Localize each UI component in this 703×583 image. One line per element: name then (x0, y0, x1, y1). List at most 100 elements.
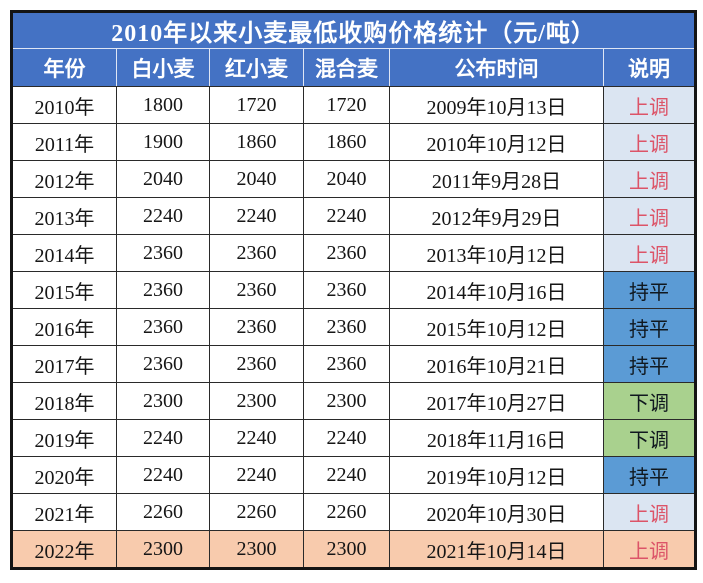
mixed-wheat-cell: 2360 (303, 308, 390, 346)
red-wheat-cell: 2240 (209, 197, 304, 235)
white-wheat-cell: 1800 (116, 86, 210, 124)
year-cell: 2015年 (11, 271, 117, 309)
table-title-row: 2010年以来小麦最低收购价格统计（元/吨） (10, 11, 697, 49)
wheat-price-table: 2010年以来小麦最低收购价格统计（元/吨） 年份 白小麦 红小麦 混合麦 公布… (10, 10, 698, 570)
table-row: 2019年 2240 2240 2240 2018年11月16日 下调 (11, 419, 697, 457)
red-wheat-cell: 2360 (209, 271, 304, 309)
header-note: 说明 (602, 48, 697, 87)
publish-date-cell: 2017年10月27日 (389, 382, 604, 420)
status-cell: 上调 (602, 493, 697, 531)
mixed-wheat-cell: 2240 (303, 197, 390, 235)
table-row: 2014年 2360 2360 2360 2013年10月12日 上调 (11, 234, 697, 272)
mixed-wheat-cell: 2360 (303, 345, 390, 383)
table-row: 2010年 1800 1720 1720 2009年10月13日 上调 (11, 86, 697, 124)
mixed-wheat-cell: 1860 (303, 123, 390, 161)
red-wheat-cell: 1720 (209, 86, 304, 124)
status-cell: 上调 (602, 197, 697, 235)
white-wheat-cell: 2240 (116, 419, 210, 457)
publish-date-cell: 2012年9月29日 (389, 197, 604, 235)
year-cell: 2011年 (11, 123, 117, 161)
header-mixed-wheat: 混合麦 (303, 48, 390, 87)
white-wheat-cell: 2360 (116, 234, 210, 272)
year-cell: 2016年 (11, 308, 117, 346)
year-cell: 2014年 (11, 234, 117, 272)
publish-date-cell: 2016年10月21日 (389, 345, 604, 383)
white-wheat-cell: 2360 (116, 308, 210, 346)
mixed-wheat-cell: 2040 (303, 160, 390, 198)
mixed-wheat-cell: 2360 (303, 271, 390, 309)
table-row: 2021年 2260 2260 2260 2020年10月30日 上调 (11, 493, 697, 531)
red-wheat-cell: 1860 (209, 123, 304, 161)
wheat-price-table-container: 2010年以来小麦最低收购价格统计（元/吨） 年份 白小麦 红小麦 混合麦 公布… (10, 10, 698, 570)
header-white-wheat: 白小麦 (116, 48, 210, 87)
year-cell: 2022年 (11, 530, 117, 569)
status-cell: 上调 (602, 160, 697, 198)
table-row: 2017年 2360 2360 2360 2016年10月21日 持平 (11, 345, 697, 383)
mixed-wheat-cell: 2240 (303, 419, 390, 457)
status-cell: 下调 (602, 419, 697, 457)
year-cell: 2013年 (11, 197, 117, 235)
mixed-wheat-cell: 2300 (303, 530, 390, 569)
header-red-wheat: 红小麦 (209, 48, 304, 87)
white-wheat-cell: 2360 (116, 345, 210, 383)
publish-date-cell: 2010年10月12日 (389, 123, 604, 161)
table-row: 2012年 2040 2040 2040 2011年9月28日 上调 (11, 160, 697, 198)
table-row: 2015年 2360 2360 2360 2014年10月16日 持平 (11, 271, 697, 309)
table-body: 2010年 1800 1720 1720 2009年10月13日 上调 2011… (11, 86, 697, 569)
status-cell: 持平 (602, 308, 697, 346)
year-cell: 2012年 (11, 160, 117, 198)
white-wheat-cell: 2360 (116, 271, 210, 309)
status-cell: 上调 (602, 234, 697, 272)
year-cell: 2010年 (11, 86, 117, 124)
table-row: 2020年 2240 2240 2240 2019年10月12日 持平 (11, 456, 697, 494)
table-row: 2016年 2360 2360 2360 2015年10月12日 持平 (11, 308, 697, 346)
status-cell: 上调 (602, 86, 697, 124)
publish-date-cell: 2015年10月12日 (389, 308, 604, 346)
mixed-wheat-cell: 2360 (303, 234, 390, 272)
header-publish-date: 公布时间 (389, 48, 604, 87)
mixed-wheat-cell: 2260 (303, 493, 390, 531)
publish-date-cell: 2019年10月12日 (389, 456, 604, 494)
status-cell: 上调 (602, 123, 697, 161)
red-wheat-cell: 2300 (209, 530, 304, 569)
mixed-wheat-cell: 2240 (303, 456, 390, 494)
header-year: 年份 (11, 48, 117, 87)
mixed-wheat-cell: 1720 (303, 86, 390, 124)
table-title: 2010年以来小麦最低收购价格统计（元/吨） (10, 11, 697, 49)
white-wheat-cell: 2300 (116, 382, 210, 420)
white-wheat-cell: 1900 (116, 123, 210, 161)
publish-date-cell: 2011年9月28日 (389, 160, 604, 198)
white-wheat-cell: 2300 (116, 530, 210, 569)
status-cell: 持平 (602, 345, 697, 383)
white-wheat-cell: 2240 (116, 456, 210, 494)
year-cell: 2019年 (11, 419, 117, 457)
white-wheat-cell: 2040 (116, 160, 210, 198)
year-cell: 2021年 (11, 493, 117, 531)
white-wheat-cell: 2260 (116, 493, 210, 531)
year-cell: 2017年 (11, 345, 117, 383)
publish-date-cell: 2014年10月16日 (389, 271, 604, 309)
status-cell: 持平 (602, 271, 697, 309)
red-wheat-cell: 2040 (209, 160, 304, 198)
table-row: 2013年 2240 2240 2240 2012年9月29日 上调 (11, 197, 697, 235)
table-row: 2011年 1900 1860 1860 2010年10月12日 上调 (11, 123, 697, 161)
table-header-row: 年份 白小麦 红小麦 混合麦 公布时间 说明 (11, 48, 697, 87)
red-wheat-cell: 2240 (209, 419, 304, 457)
red-wheat-cell: 2360 (209, 345, 304, 383)
status-cell: 上调 (602, 530, 697, 569)
red-wheat-cell: 2240 (209, 456, 304, 494)
publish-date-cell: 2020年10月30日 (389, 493, 604, 531)
publish-date-cell: 2021年10月14日 (389, 530, 604, 569)
publish-date-cell: 2009年10月13日 (389, 86, 604, 124)
mixed-wheat-cell: 2300 (303, 382, 390, 420)
table-row: 2022年 2300 2300 2300 2021年10月14日 上调 (11, 530, 697, 569)
red-wheat-cell: 2360 (209, 308, 304, 346)
white-wheat-cell: 2240 (116, 197, 210, 235)
status-cell: 持平 (602, 456, 697, 494)
publish-date-cell: 2013年10月12日 (389, 234, 604, 272)
year-cell: 2020年 (11, 456, 117, 494)
red-wheat-cell: 2260 (209, 493, 304, 531)
red-wheat-cell: 2300 (209, 382, 304, 420)
year-cell: 2018年 (11, 382, 117, 420)
table-row: 2018年 2300 2300 2300 2017年10月27日 下调 (11, 382, 697, 420)
